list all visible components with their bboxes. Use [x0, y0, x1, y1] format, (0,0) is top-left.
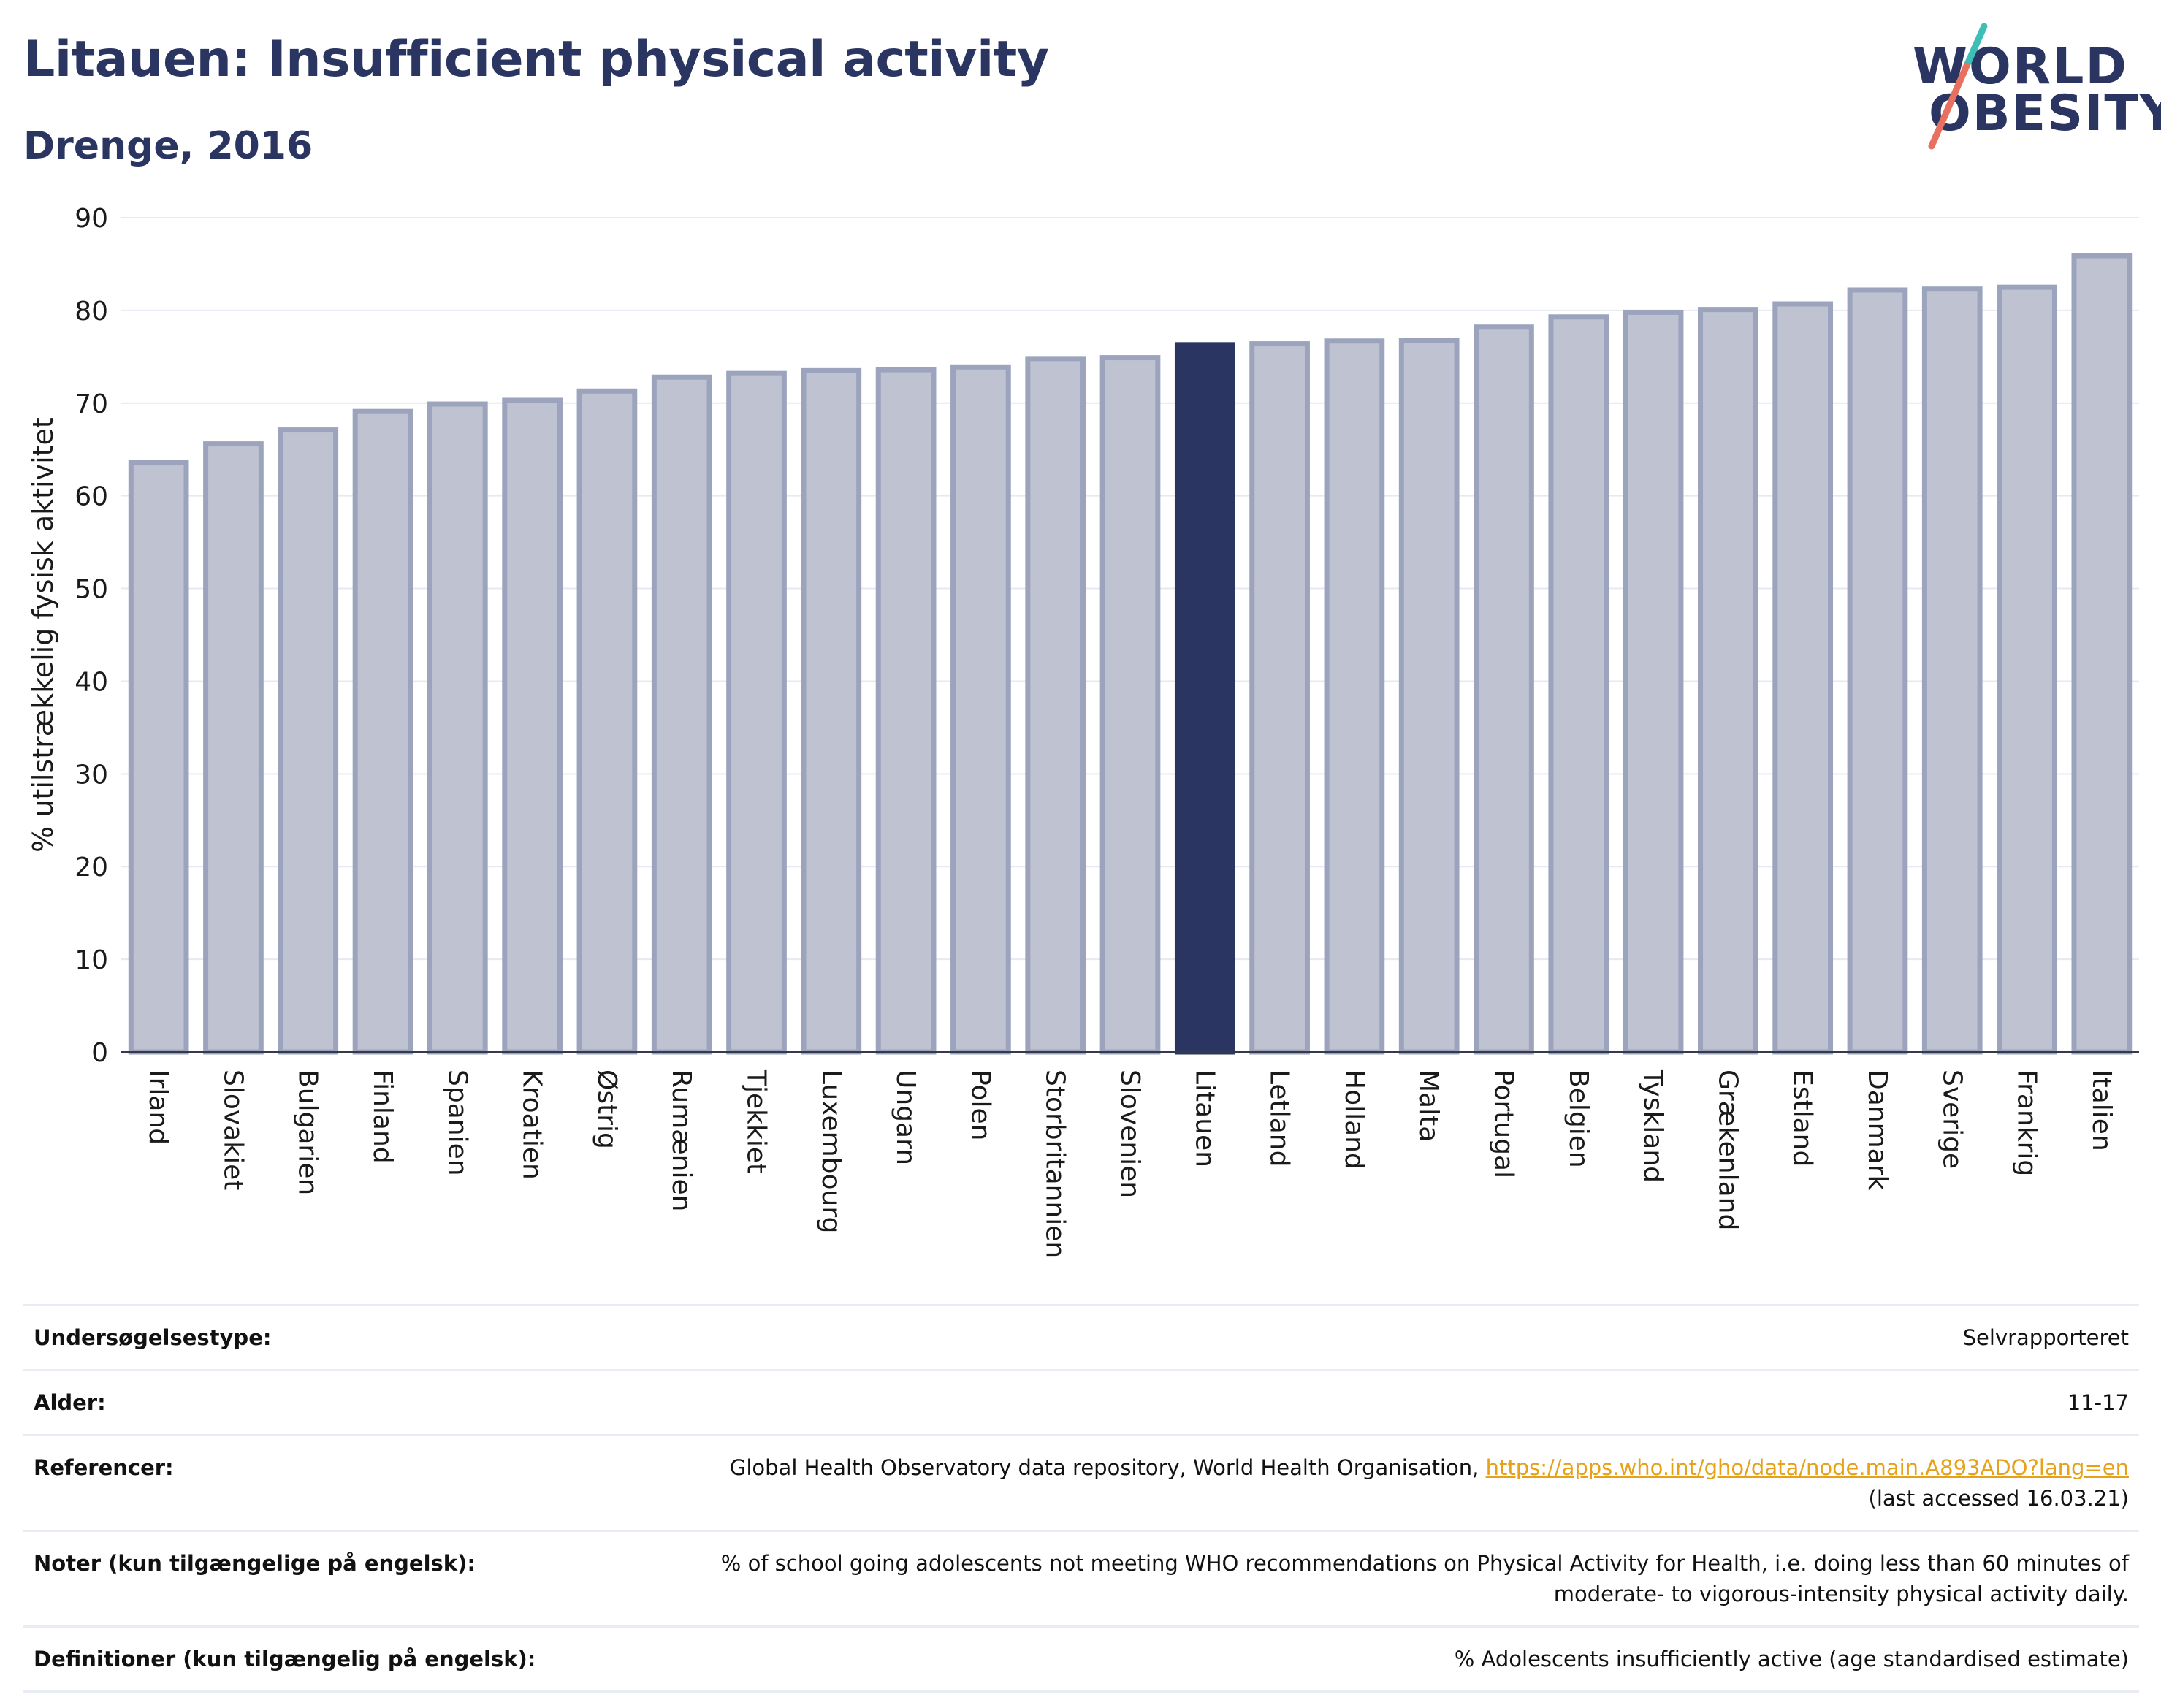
bar-kroatien [502, 397, 563, 1055]
x-tick-label: Frankrig [2012, 1070, 2042, 1176]
bar-chart: 0 10 20 30 40 50 60 70 80 90 Irland Slovakiet Bulgar… [27, 204, 2139, 1258]
y-tick-label: 0 [91, 1038, 108, 1068]
bar-irland [128, 460, 189, 1055]
bar-estland [1772, 301, 1834, 1055]
notes-value: % of school going adolescents not meetin… [599, 1531, 2139, 1627]
info-row-age: Alder: 11-17 [23, 1370, 2139, 1436]
page-title: Litauen: Insufficient physical activity [23, 31, 1049, 88]
bar-italien [2071, 253, 2133, 1055]
bar-slovakiet [203, 441, 264, 1055]
survey-type-value: Selvrapporteret [1962, 1325, 2129, 1350]
info-row-definitions: Definitioner (kun tilgængelig på engelsk… [23, 1626, 2139, 1692]
x-tick-label: Letland [1265, 1070, 1295, 1167]
info-table: Undersøgelsestype: Selvrapporteret Alder… [23, 1304, 2139, 1693]
y-tick-label: 60 [75, 482, 108, 512]
x-tick-label: Irland [143, 1070, 173, 1145]
logo-slash-icon [1928, 23, 1988, 150]
references-value: Global Health Observatory data repositor… [599, 1436, 2139, 1531]
x-tick-label: Italien [2086, 1070, 2116, 1151]
x-tick-label: Sverige [1937, 1070, 1967, 1169]
x-tick-label: Finland [367, 1070, 397, 1164]
x-tick-label: Slovenien [1115, 1070, 1145, 1198]
x-tick-label: Luxembourg [816, 1070, 846, 1233]
x-tick-label: Grækenland [1712, 1070, 1742, 1230]
bar-sverige [1921, 286, 1983, 1055]
info-row-survey-type: Undersøgelsestype: Selvrapporteret [23, 1305, 2139, 1370]
world-obesity-logo: WORLD OBESITY [1899, 20, 2161, 159]
bar-belgien [1548, 314, 1609, 1055]
info-row-notes: Noter (kun tilgængelige på engelsk): % o… [23, 1530, 2139, 1627]
x-tick-label: Belgien [1563, 1070, 1593, 1168]
y-tick-label: 30 [75, 760, 108, 790]
y-tick-label: 20 [75, 853, 108, 882]
definitions-label: Definitioner (kun tilgængelig på engelsk… [34, 1647, 536, 1672]
x-tick-label: Kroatien [517, 1070, 547, 1180]
references-accessed: (last accessed 16.03.21) [1868, 1486, 2129, 1511]
y-tick-label: 10 [75, 945, 108, 975]
logo-text-obesity: OBESITY [1929, 85, 2161, 142]
bar-østrig [576, 388, 638, 1055]
bar-storbritannien [1025, 356, 1086, 1055]
bar-spanien [427, 401, 488, 1055]
references-text: Global Health Observatory data repositor… [729, 1455, 1479, 1481]
x-tick-label: Slovakiet [218, 1070, 248, 1190]
references-link[interactable]: https://apps.who.int/gho/data/node.main.… [1485, 1455, 2129, 1481]
definitions-value: % Adolescents insufficiently active (age… [1454, 1647, 2129, 1672]
bar-finland [352, 408, 413, 1055]
age-value: 11-17 [2067, 1390, 2129, 1416]
bar-slovenien [1099, 355, 1161, 1055]
bar-grækenland [1698, 307, 1758, 1055]
references-label: Referencer: [34, 1455, 174, 1481]
x-tick-label: Estland [1788, 1070, 1818, 1167]
x-tick-label: Spanien [442, 1070, 472, 1176]
y-tick-label: 40 [75, 667, 108, 697]
survey-type-label: Undersøgelsestype: [34, 1325, 272, 1350]
bar-portugal [1474, 324, 1534, 1055]
bar-ungarn [875, 367, 937, 1055]
x-tick-label: Ungarn [891, 1070, 921, 1165]
bar-luxembourg [801, 367, 862, 1055]
x-tick-label: Storbritannien [1040, 1070, 1070, 1258]
bar-holland [1324, 338, 1385, 1055]
notes-line-1: % of school going adolescents not meetin… [720, 1551, 2129, 1577]
x-tick-label: Tyskland [1638, 1069, 1668, 1183]
bar-tjekkiet [726, 370, 787, 1055]
notes-label: Noter (kun tilgængelige på engelsk): [34, 1551, 476, 1577]
y-axis-label: % utilstrækkelig fysisk aktivitet [27, 417, 59, 853]
x-tick-label: Rumænien [666, 1070, 696, 1211]
x-tick-label: Østrig [592, 1070, 622, 1149]
x-tick-label: Litauen [1189, 1070, 1219, 1167]
x-tick-label: Holland [1339, 1070, 1369, 1170]
y-tick-label: 50 [75, 575, 108, 605]
bar-polen [950, 364, 1011, 1055]
bar-litauen [1174, 342, 1235, 1055]
x-tick-label: Danmark [1862, 1070, 1892, 1191]
x-tick-label: Tjekkiet [742, 1069, 771, 1173]
bar-danmark [1847, 287, 1908, 1055]
y-tick-label: 90 [75, 204, 108, 234]
x-tick-label: Polen [965, 1070, 995, 1140]
y-tick-label: 70 [75, 389, 108, 419]
bar-tyskland [1623, 309, 1684, 1055]
bar-frankrig [1997, 284, 2057, 1055]
x-tick-label: Bulgarien [293, 1070, 323, 1195]
bar-bulgarien [278, 427, 339, 1055]
logo-text-world: WORLD [1913, 38, 2128, 96]
bar-letland [1249, 341, 1310, 1055]
x-tick-label: Portugal [1488, 1070, 1518, 1178]
info-row-references: Referencer: Global Health Observatory da… [23, 1435, 2139, 1531]
page-subtitle: Drenge, 2016 [23, 124, 313, 168]
notes-line-2: moderate- to vigorous-intensity physical… [1553, 1582, 2129, 1607]
age-label: Alder: [34, 1390, 106, 1416]
bar-malta [1398, 337, 1460, 1055]
x-tick-label: Malta [1414, 1070, 1444, 1142]
bar-rumænien [651, 374, 712, 1055]
y-tick-label: 80 [75, 297, 108, 327]
